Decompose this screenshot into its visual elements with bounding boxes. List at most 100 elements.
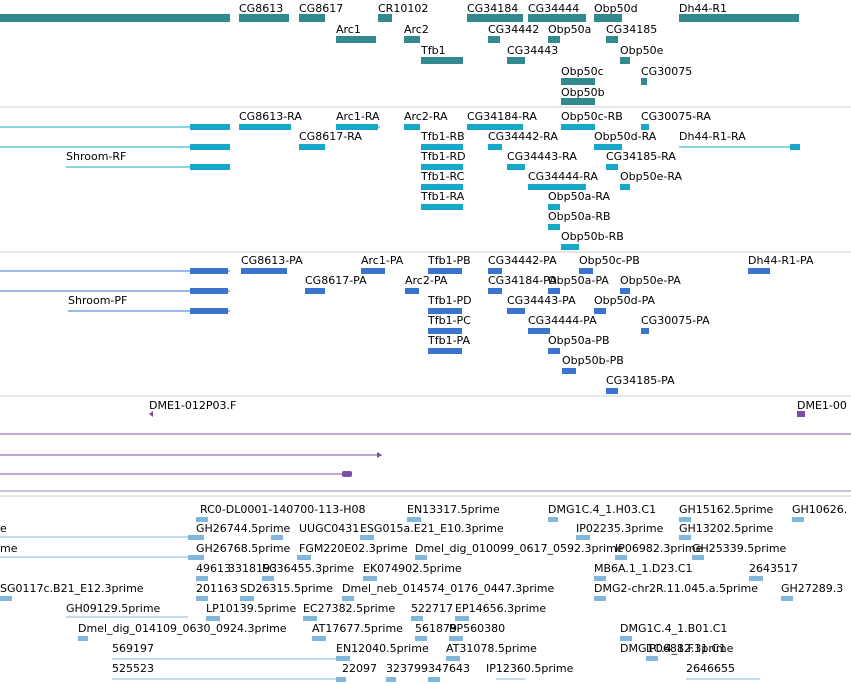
protein-feature[interactable] [488, 268, 502, 274]
est-feature[interactable] [679, 517, 691, 522]
gene-feature[interactable] [404, 36, 420, 43]
est-feature[interactable] [196, 596, 208, 601]
transcript-exon[interactable] [336, 124, 378, 130]
est-feature[interactable] [679, 535, 691, 540]
est-feature[interactable] [196, 576, 208, 581]
est-feature[interactable] [303, 616, 317, 621]
clone-end-marker[interactable] [797, 411, 805, 417]
gene-feature[interactable] [0, 14, 230, 22]
protein-feature[interactable] [606, 388, 618, 394]
transcript-exon[interactable] [790, 144, 800, 150]
est-feature[interactable] [312, 636, 326, 641]
transcript-exon[interactable] [561, 244, 579, 250]
protein-feature[interactable] [241, 268, 287, 274]
gene-feature[interactable] [336, 36, 376, 43]
est-feature[interactable] [196, 517, 208, 522]
transcript-exon[interactable] [467, 124, 523, 130]
est-feature[interactable] [271, 535, 283, 540]
est-feature[interactable] [615, 555, 627, 560]
protein-feature[interactable] [305, 288, 325, 294]
gene-feature[interactable] [299, 14, 325, 22]
transcript-exon[interactable] [421, 164, 463, 170]
est-feature[interactable] [188, 555, 204, 560]
est-feature[interactable] [594, 576, 606, 581]
protein-feature[interactable] [428, 348, 462, 354]
gene-feature[interactable] [561, 78, 595, 85]
transcript-exon[interactable] [190, 164, 230, 170]
transcript-exon[interactable] [606, 164, 618, 170]
protein-feature[interactable] [562, 368, 576, 374]
est-feature[interactable] [360, 535, 374, 540]
est-feature[interactable] [446, 656, 460, 661]
gene-feature[interactable] [594, 14, 622, 22]
est-feature[interactable] [78, 636, 88, 641]
gene-feature[interactable] [620, 57, 630, 64]
est-feature[interactable] [781, 596, 793, 601]
est-feature[interactable] [386, 677, 396, 682]
protein-feature[interactable] [548, 348, 560, 354]
gene-feature[interactable] [239, 14, 289, 22]
transcript-exon[interactable] [421, 204, 463, 210]
protein-feature[interactable] [405, 288, 419, 294]
protein-feature[interactable] [190, 288, 228, 294]
gene-feature[interactable] [606, 36, 618, 43]
protein-feature[interactable] [507, 308, 525, 314]
est-feature[interactable] [594, 596, 606, 601]
protein-feature[interactable] [528, 328, 550, 334]
protein-feature[interactable] [548, 288, 560, 294]
est-feature[interactable] [206, 616, 220, 621]
est-feature[interactable] [455, 616, 469, 621]
protein-feature[interactable] [428, 308, 462, 314]
gene-feature[interactable] [507, 57, 525, 64]
transcript-exon[interactable] [190, 144, 230, 150]
est-feature[interactable] [411, 616, 423, 621]
transcript-exon[interactable] [548, 204, 560, 210]
gene-feature[interactable] [548, 36, 560, 43]
gene-feature[interactable] [421, 57, 463, 64]
protein-feature[interactable] [190, 308, 228, 314]
protein-feature[interactable] [428, 328, 462, 334]
gene-feature[interactable] [679, 14, 799, 22]
est-feature[interactable] [336, 677, 346, 682]
transcript-exon[interactable] [528, 184, 586, 190]
est-feature[interactable] [342, 596, 354, 601]
gene-feature[interactable] [561, 98, 595, 105]
clone-end-marker[interactable] [149, 411, 153, 417]
est-feature[interactable] [415, 555, 427, 560]
protein-feature[interactable] [361, 268, 385, 274]
transcript-exon[interactable] [488, 144, 502, 150]
protein-feature[interactable] [488, 288, 502, 294]
transcript-exon[interactable] [507, 164, 525, 170]
transcript-exon[interactable] [641, 124, 649, 130]
transcript-exon[interactable] [548, 224, 560, 230]
est-feature[interactable] [692, 555, 704, 560]
transcript-exon[interactable] [299, 144, 325, 150]
est-feature[interactable] [363, 576, 377, 581]
gene-feature[interactable] [467, 14, 523, 22]
est-feature[interactable] [188, 535, 204, 540]
transcript-exon[interactable] [594, 144, 622, 150]
protein-feature[interactable] [594, 308, 606, 314]
est-feature[interactable] [240, 596, 254, 601]
est-feature[interactable] [428, 677, 440, 682]
est-feature[interactable] [792, 517, 804, 522]
transcript-exon[interactable] [421, 184, 463, 190]
protein-feature[interactable] [579, 268, 593, 274]
transcript-exon[interactable] [421, 144, 463, 150]
transcript-exon[interactable] [561, 124, 595, 130]
est-feature[interactable] [449, 636, 463, 641]
protein-feature[interactable] [620, 288, 630, 294]
clone-end-marker[interactable] [377, 452, 382, 458]
protein-feature[interactable] [748, 268, 770, 274]
clone-end-marker[interactable] [342, 471, 352, 477]
est-feature[interactable] [297, 555, 311, 560]
est-feature[interactable] [407, 517, 421, 522]
transcript-exon[interactable] [239, 124, 291, 130]
gene-feature[interactable] [528, 14, 586, 22]
transcript-exon[interactable] [190, 124, 230, 130]
est-feature[interactable] [749, 576, 763, 581]
est-feature[interactable] [0, 596, 12, 601]
est-feature[interactable] [646, 656, 658, 661]
est-feature[interactable] [415, 636, 427, 641]
